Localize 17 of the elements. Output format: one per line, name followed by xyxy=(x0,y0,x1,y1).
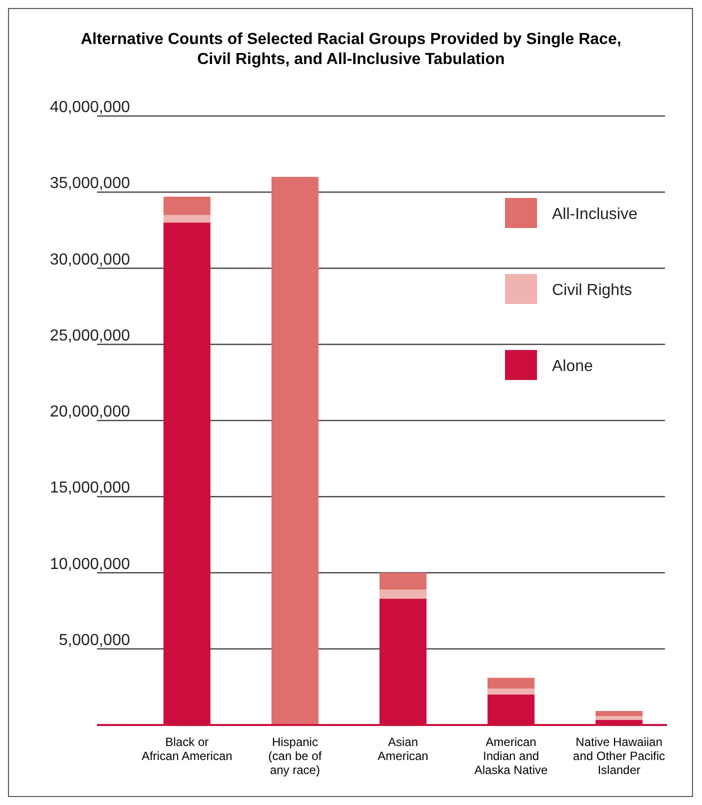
y-tick-label: 35,000,000 xyxy=(50,175,130,192)
x-tick-label: Asian American xyxy=(378,735,428,763)
x-tick-label: Black or African American xyxy=(142,735,232,763)
legend-label: Civil Rights xyxy=(552,282,632,299)
y-tick-label: 25,000,000 xyxy=(50,327,130,344)
y-tick-label: 10,000,000 xyxy=(50,556,130,573)
y-tick-label: 15,000,000 xyxy=(50,480,130,497)
legend-label: All-Inclusive xyxy=(552,206,638,223)
chart-title: Alternative Counts of Selected Racial Groups Provided by Single Race, Civil Rights, and All-Inclusive Tabulation xyxy=(80,31,622,68)
y-tick-label: 30,000,000 xyxy=(50,251,130,268)
x-tick-label: Hispanic (can be of any race) xyxy=(268,735,322,777)
y-tick-label: 40,000,000 xyxy=(50,99,130,116)
x-tick-label: American Indian and Alaska Native xyxy=(474,735,548,777)
legend-label: Alone xyxy=(552,358,594,375)
y-tick-label: 20,000,000 xyxy=(50,404,130,420)
y-tick-label: 5,000,000 xyxy=(58,632,130,649)
x-tick-label: Native Hawaiian and Other Pacific Islander xyxy=(573,735,666,777)
